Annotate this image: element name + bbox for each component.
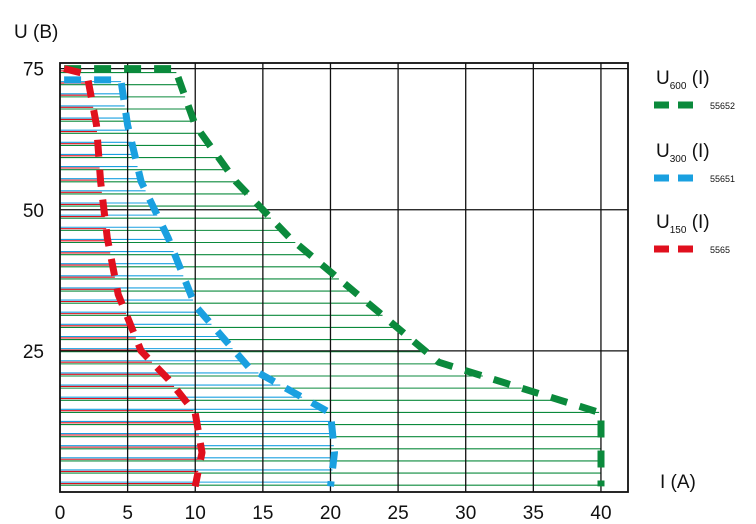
series-line bbox=[63, 65, 206, 488]
legend-label: U600 (I) bbox=[656, 68, 710, 92]
x-tick-label: 0 bbox=[55, 503, 66, 524]
legend: U600 (I)55652 U300 (I)55651 U150 (I)5565 bbox=[654, 68, 735, 255]
axis-layer: U (B) I (A) 0 5 10 15 20 25 30 35 40 25 50 75 bbox=[14, 22, 696, 524]
x-tick-label: 15 bbox=[252, 503, 273, 524]
y-tick-label: 25 bbox=[23, 342, 44, 363]
x-tick-label: 25 bbox=[388, 503, 409, 524]
x-tick-label: 40 bbox=[590, 503, 611, 524]
y-axis-label: U (B) bbox=[14, 22, 58, 43]
y-tick-label: 50 bbox=[23, 201, 44, 222]
series-line bbox=[64, 65, 605, 487]
series-line bbox=[64, 76, 338, 487]
hatch-layer bbox=[60, 70, 601, 486]
series-layer bbox=[63, 65, 605, 488]
y-tick-label: 75 bbox=[23, 60, 44, 81]
legend-label: U150 (I) bbox=[656, 212, 710, 236]
x-tick-label: 35 bbox=[523, 503, 544, 524]
legend-label: U300 (I) bbox=[656, 141, 710, 165]
x-tick-label: 5 bbox=[122, 503, 133, 524]
x-tick-label: 30 bbox=[455, 503, 476, 524]
legend-code: 55652 bbox=[710, 101, 735, 111]
x-tick-label: 20 bbox=[320, 503, 341, 524]
legend-code: 5565 bbox=[710, 245, 730, 255]
x-axis-label: I (A) bbox=[660, 472, 696, 493]
plot-frame bbox=[59, 62, 629, 493]
x-tick-label: 10 bbox=[185, 503, 206, 524]
legend-code: 55651 bbox=[710, 174, 735, 184]
grid-layer bbox=[59, 62, 629, 493]
